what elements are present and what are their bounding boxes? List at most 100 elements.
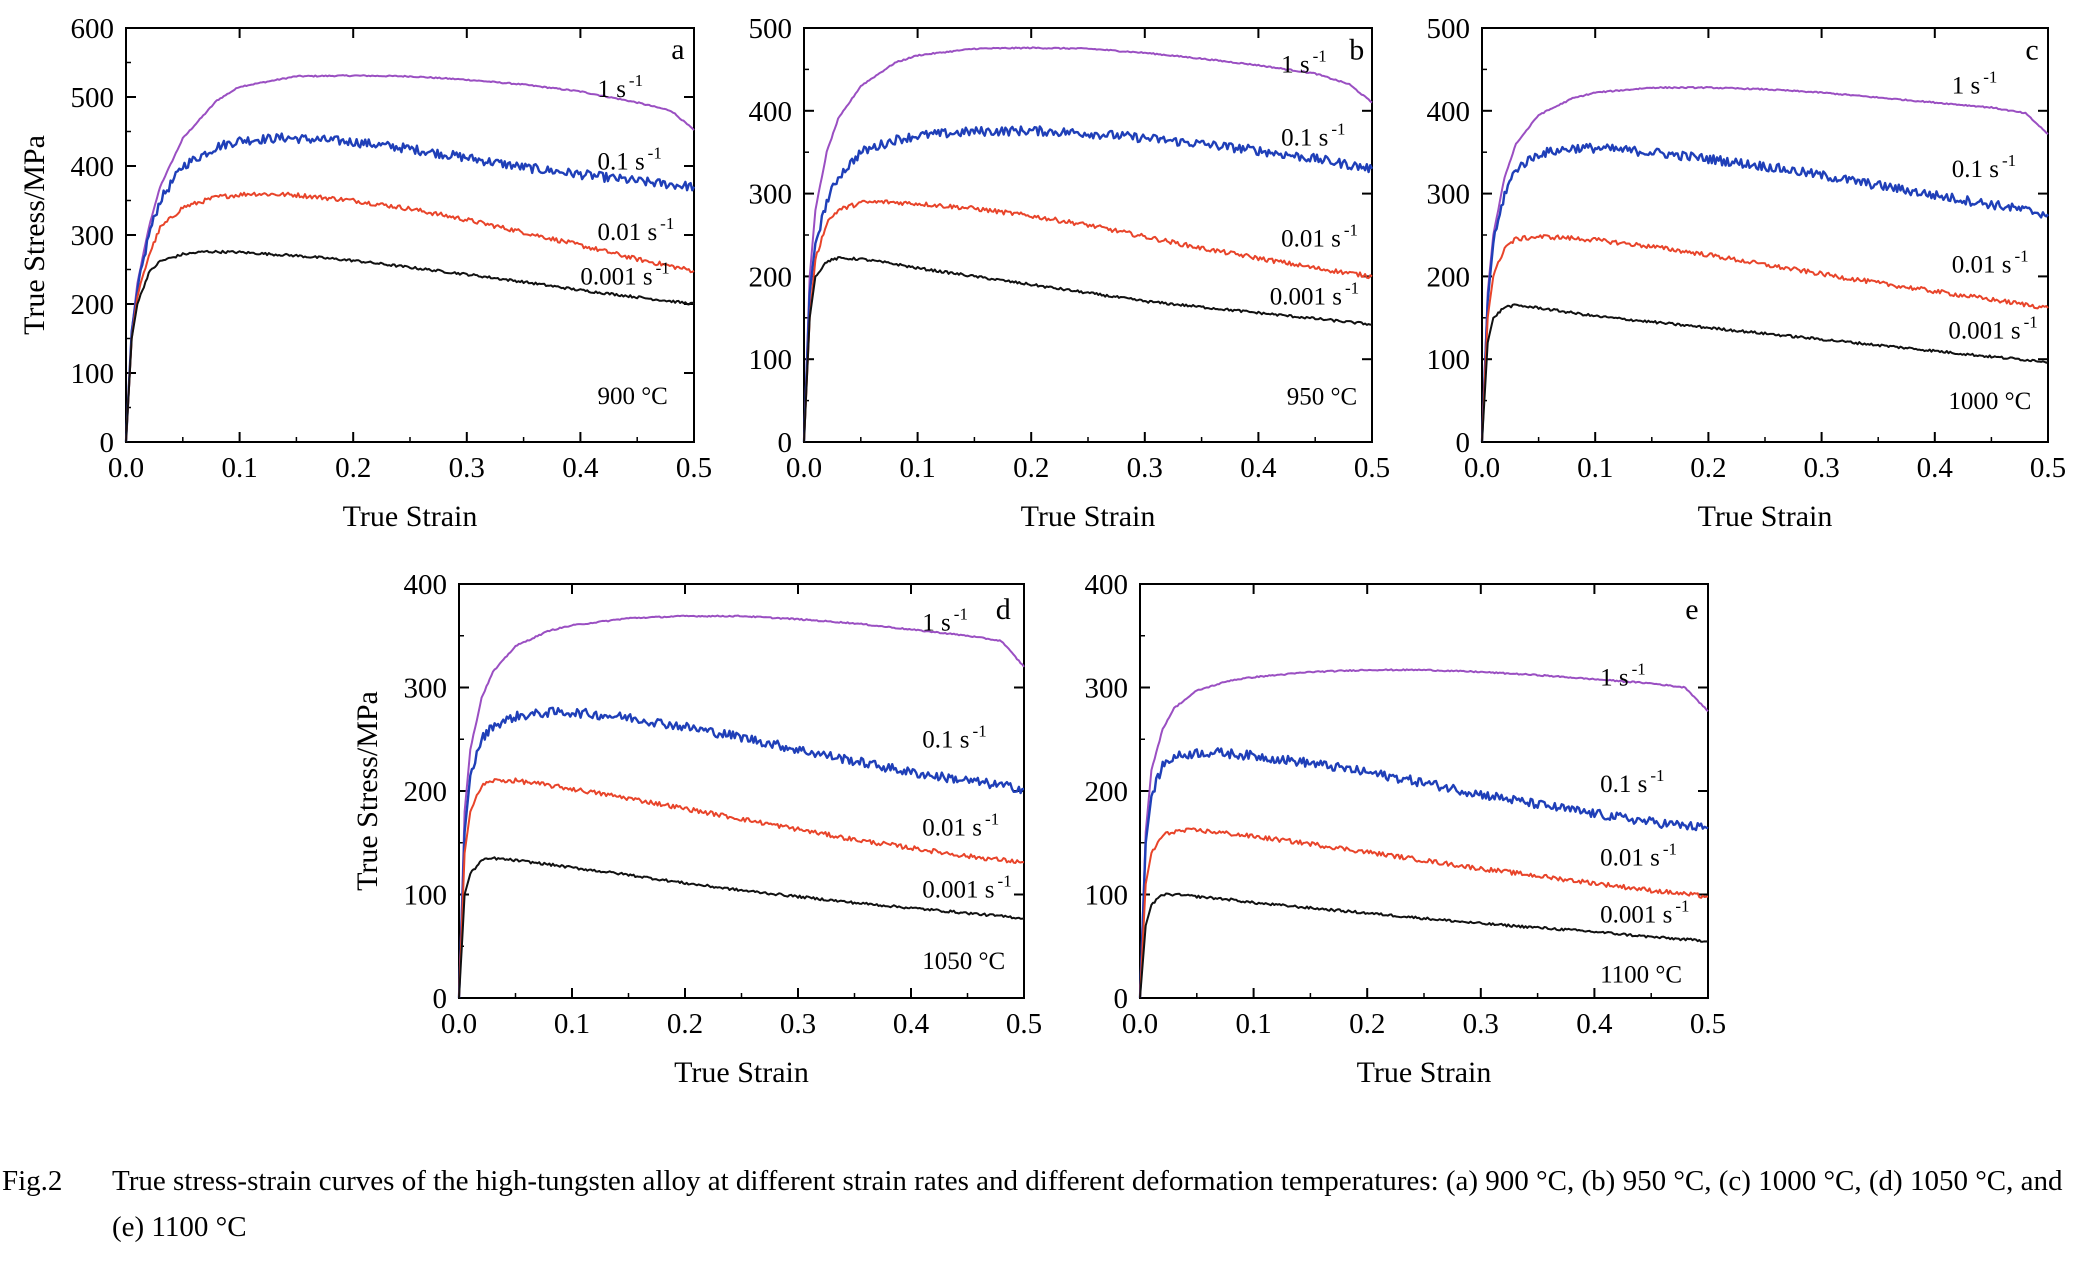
y-tick-label: 300 xyxy=(404,673,448,705)
series-line-0_1 xyxy=(124,132,696,443)
strain-rate-label: 0.1 s -1 xyxy=(1281,120,1345,152)
x-tick-label: 0.4 xyxy=(1917,452,1954,484)
x-tick-label: 0.3 xyxy=(1463,1008,1499,1040)
series-line-1 xyxy=(458,614,1025,999)
series-line-0_001 xyxy=(1481,303,2049,443)
panel-letter: a xyxy=(671,33,684,66)
y-tick-label: 300 xyxy=(71,220,115,252)
strain-rate-label: 0.01 s -1 xyxy=(1952,246,2029,278)
chart-panel-d: 0.0 0.1 0.2 0.3 0.4 0.5 0 100 200 300 400 True Stra… xyxy=(351,569,1042,1089)
x-tick-label: 0.1 xyxy=(899,452,935,484)
x-tick-label: 0.0 xyxy=(108,452,144,484)
strain-rate-label: 0.1 s -1 xyxy=(1952,151,2016,183)
x-tick-label: 0.3 xyxy=(1803,452,1839,484)
y-tick-label: 300 xyxy=(1427,179,1471,211)
x-tick-label: 0.2 xyxy=(1349,1008,1385,1040)
x-tick-label: 0.4 xyxy=(1240,452,1277,484)
x-axis-label: True Strain xyxy=(343,500,478,533)
x-tick-label: 0.1 xyxy=(554,1008,590,1040)
x-tick-label: 0.4 xyxy=(1576,1008,1613,1040)
y-tick-label: 400 xyxy=(749,96,793,128)
series-line-0_1 xyxy=(457,706,1025,999)
x-tick-label: 0.2 xyxy=(667,1008,703,1040)
x-axis-label: True Strain xyxy=(1021,500,1156,533)
temperature-label: 1000 °C xyxy=(1948,388,2031,415)
panel-letter: d xyxy=(996,593,1011,626)
y-tick-label: 200 xyxy=(749,261,793,293)
x-tick-label: 0.1 xyxy=(1235,1008,1271,1040)
x-axis-label: True Strain xyxy=(1357,1056,1492,1089)
chart-panel-c: 0.0 0.1 0.2 0.3 0.4 0.5 0 100 200 300 400 500 True S… xyxy=(1427,13,2067,533)
strain-rate-label: 1 s -1 xyxy=(922,605,968,637)
strain-rate-label: 0.001 s -1 xyxy=(922,872,1011,904)
y-tick-label: 500 xyxy=(71,82,115,114)
series-line-1 xyxy=(1139,668,1709,999)
panel-letter: b xyxy=(1349,33,1364,66)
series-line-0_1 xyxy=(802,125,1374,443)
x-tick-label: 0.5 xyxy=(676,452,712,484)
y-tick-label: 200 xyxy=(1085,776,1129,808)
series-line-1 xyxy=(125,74,695,443)
x-tick-label: 0.3 xyxy=(780,1008,816,1040)
caption-tag: Fig.2 xyxy=(2,1165,63,1197)
temperature-label: 900 °C xyxy=(597,383,667,410)
strain-rate-label: 1 s -1 xyxy=(1600,659,1646,691)
x-tick-label: 0.2 xyxy=(1013,452,1049,484)
strain-rate-label: 0.1 s -1 xyxy=(922,722,986,754)
strain-rate-label: 0.001 s -1 xyxy=(1600,896,1689,928)
series-line-0_01 xyxy=(803,199,1373,443)
x-tick-label: 0.0 xyxy=(1122,1008,1158,1040)
strain-rate-label: 1 s -1 xyxy=(1952,67,1998,99)
x-tick-label: 0.3 xyxy=(449,452,485,484)
x-tick-label: 0.1 xyxy=(221,452,257,484)
strain-rate-label: 0.1 s -1 xyxy=(1600,766,1664,798)
series-line-1 xyxy=(803,46,1373,443)
y-tick-label: 0 xyxy=(433,983,448,1015)
series-line-0_1 xyxy=(1138,747,1709,999)
y-tick-label: 400 xyxy=(71,151,115,183)
x-tick-label: 0.0 xyxy=(1464,452,1500,484)
y-tick-label: 300 xyxy=(1085,673,1129,705)
y-axis-label: True Stress/MPa xyxy=(351,691,384,891)
strain-rate-label: 0.01 s -1 xyxy=(1600,840,1677,872)
y-tick-label: 100 xyxy=(749,344,793,376)
strain-rate-label: 0.001 s -1 xyxy=(580,259,669,291)
x-tick-label: 0.4 xyxy=(562,452,599,484)
strain-rate-label: 1 s -1 xyxy=(597,71,643,103)
caption-text: True stress-strain curves of the high-tu… xyxy=(112,1165,2063,1243)
y-tick-label: 0 xyxy=(100,427,115,459)
y-tick-label: 400 xyxy=(1085,569,1129,601)
y-tick-label: 500 xyxy=(1427,13,1471,45)
y-tick-label: 100 xyxy=(404,880,448,912)
series-line-0_001 xyxy=(1139,892,1709,999)
series-line-0_01 xyxy=(1481,234,2049,443)
chart-panel-a: 0.0 0.1 0.2 0.3 0.4 0.5 0 100 200 300 400 500 600 Tru… xyxy=(18,13,712,533)
series-line-0_01 xyxy=(1139,827,1708,999)
x-tick-label: 0.4 xyxy=(893,1008,930,1040)
plot-frame xyxy=(458,583,1025,999)
x-tick-label: 0.5 xyxy=(2030,452,2066,484)
figure-caption: Fig.2 True stress-strain curves of the h… xyxy=(0,1158,2090,1250)
y-tick-label: 0 xyxy=(778,427,793,459)
y-tick-label: 100 xyxy=(1427,344,1471,376)
series-line-1 xyxy=(1481,86,2049,443)
chart-panel-e: 0.0 0.1 0.2 0.3 0.4 0.5 0 100 200 300 400 True Stra… xyxy=(1085,569,1727,1089)
x-tick-label: 0.5 xyxy=(1690,1008,1726,1040)
y-tick-label: 200 xyxy=(71,289,115,321)
y-axis-label: True Stress/MPa xyxy=(18,135,51,335)
strain-rate-label: 0.001 s -1 xyxy=(1270,279,1359,311)
y-tick-label: 400 xyxy=(1427,96,1471,128)
strain-rate-label: 0.01 s -1 xyxy=(597,214,674,246)
y-tick-label: 0 xyxy=(1114,983,1129,1015)
x-axis-label: True Strain xyxy=(1698,500,1833,533)
series-line-0_01 xyxy=(458,777,1025,999)
x-tick-label: 0.0 xyxy=(441,1008,477,1040)
y-tick-label: 200 xyxy=(1427,261,1471,293)
y-tick-label: 500 xyxy=(749,13,793,45)
x-tick-label: 0.5 xyxy=(1354,452,1390,484)
x-tick-label: 0.0 xyxy=(786,452,822,484)
x-tick-label: 0.2 xyxy=(335,452,371,484)
strain-rate-label: 0.001 s -1 xyxy=(1948,313,2037,345)
x-tick-label: 0.2 xyxy=(1690,452,1726,484)
x-tick-label: 0.1 xyxy=(1577,452,1613,484)
